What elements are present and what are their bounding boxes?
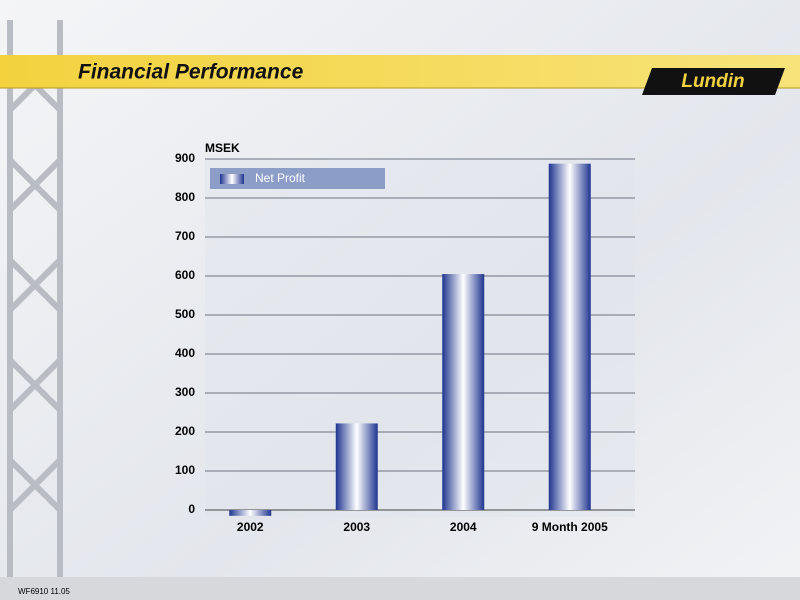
y-tick-label: 500 — [175, 307, 195, 321]
x-tick-label: 2003 — [343, 520, 370, 534]
y-tick-label: 100 — [175, 463, 195, 477]
x-tick-label: 2002 — [237, 520, 264, 534]
bar — [229, 510, 272, 516]
bar — [335, 423, 378, 510]
y-tick-label: 300 — [175, 385, 195, 399]
slide-title: Financial Performance — [78, 61, 304, 84]
footer-strip — [0, 577, 800, 600]
y-tick-label: 800 — [175, 190, 195, 204]
bar — [442, 274, 485, 510]
footer-code: WF6910 11.05 — [18, 587, 70, 596]
y-tick-label: 700 — [175, 229, 195, 243]
y-tick-label: 0 — [188, 502, 195, 516]
legend-label: Net Profit — [255, 171, 306, 185]
legend-box — [210, 168, 385, 189]
y-tick-label: 900 — [175, 151, 195, 165]
y-tick-label: 600 — [175, 268, 195, 282]
legend-swatch — [220, 174, 244, 184]
x-tick-label: 2004 — [450, 520, 477, 534]
y-tick-label: 200 — [175, 424, 195, 438]
y-tick-label: 400 — [175, 346, 195, 360]
y-axis-label: MSEK — [205, 141, 240, 155]
x-tick-label: 9 Month 2005 — [532, 520, 608, 534]
bar — [548, 163, 591, 510]
logo-box — [642, 68, 785, 95]
logo-text: Lundin — [681, 71, 744, 92]
